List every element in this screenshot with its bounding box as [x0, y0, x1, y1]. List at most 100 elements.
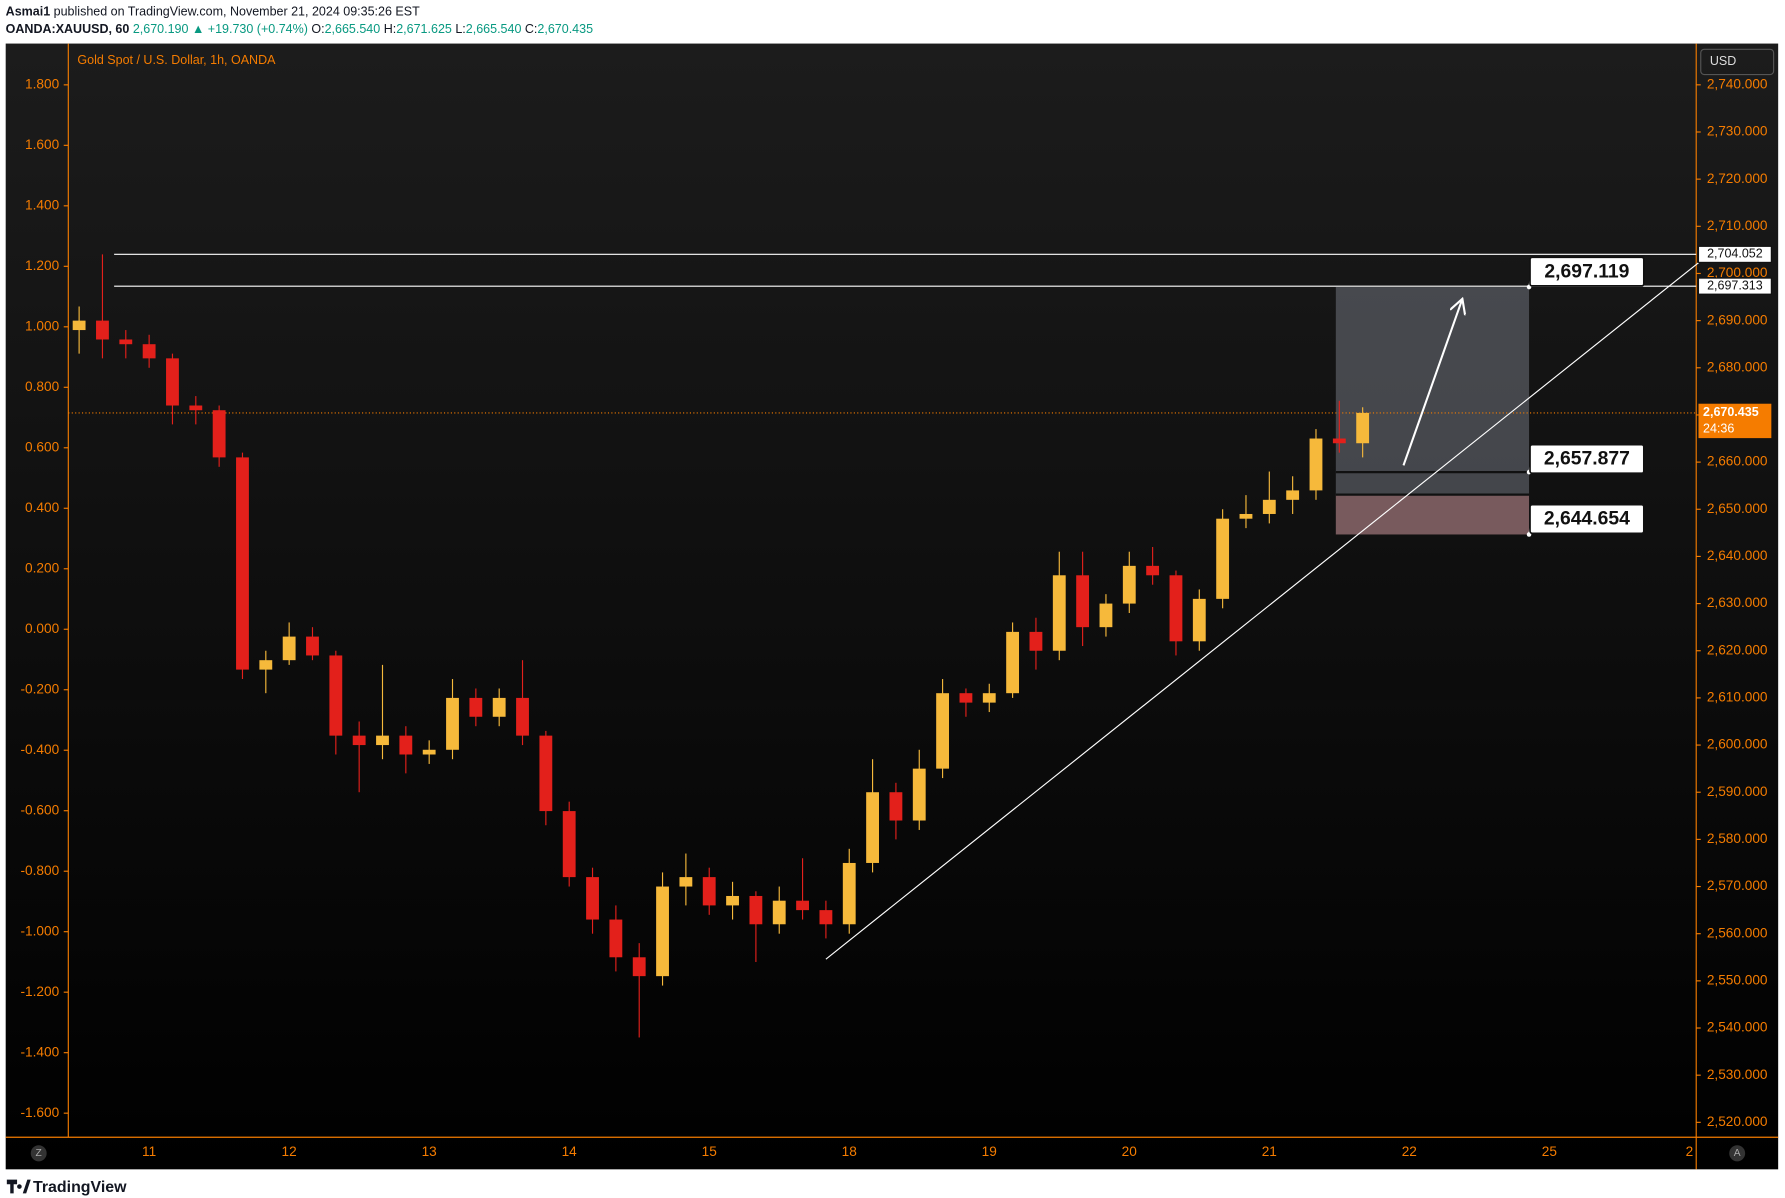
- candle-body: [1309, 438, 1323, 491]
- candle-body: [1029, 631, 1043, 651]
- zoom-button[interactable]: [30, 1145, 47, 1162]
- x-tick-label: 22: [1402, 1144, 1417, 1159]
- o-label: O:: [311, 22, 324, 36]
- callout-box: [1529, 503, 1645, 535]
- candle-body: [1332, 438, 1346, 444]
- stop-zone: [1335, 494, 1530, 535]
- y2-tick-label: 0.400: [25, 500, 60, 515]
- candle-body: [749, 895, 763, 925]
- y2-tick-label: 0.800: [25, 379, 60, 394]
- candle-body: [702, 877, 716, 906]
- y-tick-label: 2,740.000: [1707, 76, 1768, 91]
- currency: USD: [1710, 54, 1736, 68]
- x-tick-label: 21: [1262, 1144, 1277, 1159]
- candle-body: [726, 895, 739, 906]
- y2-tick-label: -1.200: [21, 984, 60, 999]
- y-tick-label: 2,650.000: [1707, 501, 1768, 516]
- price-badge-label: 2,697.313: [1707, 278, 1763, 292]
- countdown: 24:36: [1703, 421, 1734, 435]
- callout-label: 2,697.119: [1544, 260, 1629, 282]
- candle-body: [1076, 575, 1090, 628]
- auto-button[interactable]: [1729, 1145, 1746, 1162]
- x-tick-label: 20: [1122, 1144, 1138, 1159]
- callout-label: 2,657.877: [1544, 448, 1630, 470]
- candle-body: [1052, 575, 1066, 651]
- candle-body: [352, 735, 366, 746]
- price-badge-label: 2,704.052: [1707, 247, 1763, 261]
- candle-body: [1216, 518, 1230, 599]
- x-tick-label: 15: [702, 1144, 718, 1159]
- candle-body: [959, 693, 973, 703]
- candle-body: [142, 344, 156, 359]
- y-tick-label: 2,640.000: [1707, 548, 1768, 563]
- logo-icon: [6, 1179, 31, 1194]
- candle-body: [1006, 631, 1020, 694]
- candle-body: [189, 405, 203, 411]
- y-tick-label: 2,520.000: [1707, 1114, 1768, 1129]
- candle-body: [772, 900, 786, 925]
- y-tick-label: 2,530.000: [1707, 1067, 1768, 1082]
- o-value: 2,665.540: [325, 22, 381, 36]
- y2-tick-label: 0.600: [25, 439, 60, 454]
- callout-label: 2,644.654: [1544, 508, 1630, 530]
- zoom-label: Z: [36, 1148, 42, 1159]
- candle-body: [539, 735, 553, 812]
- x-tick-label: 11: [142, 1144, 156, 1159]
- y2-tick-label: -1.000: [21, 923, 60, 938]
- candle-body: [72, 320, 86, 331]
- candle-body: [679, 877, 693, 887]
- symbol: OANDA:XAUUSD, 60: [6, 22, 130, 36]
- y2-tick-label: 1.400: [25, 197, 60, 212]
- candle-body: [1239, 513, 1253, 519]
- candle-body: [1099, 603, 1113, 628]
- y2-tick-label: -0.400: [21, 742, 60, 757]
- h-label: H:: [384, 22, 397, 36]
- y2-tick-label: -0.200: [21, 681, 60, 696]
- candle-body: [609, 919, 623, 958]
- candle-body: [586, 877, 599, 920]
- y-tick-label: 2,720.000: [1707, 171, 1768, 186]
- candle-body: [819, 910, 833, 925]
- candle-body: [446, 697, 459, 750]
- candle-body: [469, 697, 483, 717]
- logo: [6, 1179, 31, 1194]
- currency-box[interactable]: [1700, 48, 1775, 76]
- y-tick-label: 2,700.000: [1707, 265, 1768, 280]
- y-tick-label: 2,660.000: [1707, 454, 1768, 469]
- candle-body: [1356, 412, 1370, 444]
- candle-body: [399, 735, 413, 755]
- candle-body: [422, 749, 436, 755]
- y2-tick-label: -0.600: [21, 802, 60, 817]
- author: Asmai1: [6, 5, 51, 19]
- y-tick-label: 2,590.000: [1707, 784, 1768, 799]
- candle-body: [282, 636, 296, 661]
- candle-body: [912, 768, 926, 821]
- x-tick-label: 13: [422, 1144, 438, 1159]
- y2-tick-label: 1.200: [25, 258, 60, 273]
- candle-body: [632, 957, 646, 977]
- y-tick-label: 2,550.000: [1707, 972, 1768, 987]
- l-label: L:: [455, 22, 465, 36]
- y-tick-label: 2,690.000: [1707, 312, 1768, 327]
- candle-body: [306, 636, 319, 656]
- chart-bg: [5, 43, 1779, 1170]
- candle-body: [936, 693, 950, 769]
- candle-body: [889, 792, 903, 821]
- c-label: C:: [525, 22, 538, 36]
- candle-body: [516, 697, 529, 736]
- y2-tick-label: -0.800: [21, 863, 60, 878]
- candle-body: [329, 655, 343, 736]
- y2-tick-label: 1.000: [25, 318, 60, 333]
- y-tick-label: 2,610.000: [1707, 689, 1768, 704]
- callout-box: [1529, 256, 1645, 287]
- x-tick-label: 18: [842, 1144, 858, 1159]
- c-value: 2,670.435: [537, 22, 593, 36]
- candle-body: [656, 886, 669, 977]
- candle-body: [376, 735, 389, 746]
- candle-body: [796, 900, 809, 911]
- y2-tick-label: 1.600: [25, 137, 60, 152]
- y-tick-label: 2,680.000: [1707, 359, 1768, 374]
- price-badge: [1697, 277, 1772, 295]
- candle-body: [982, 693, 996, 703]
